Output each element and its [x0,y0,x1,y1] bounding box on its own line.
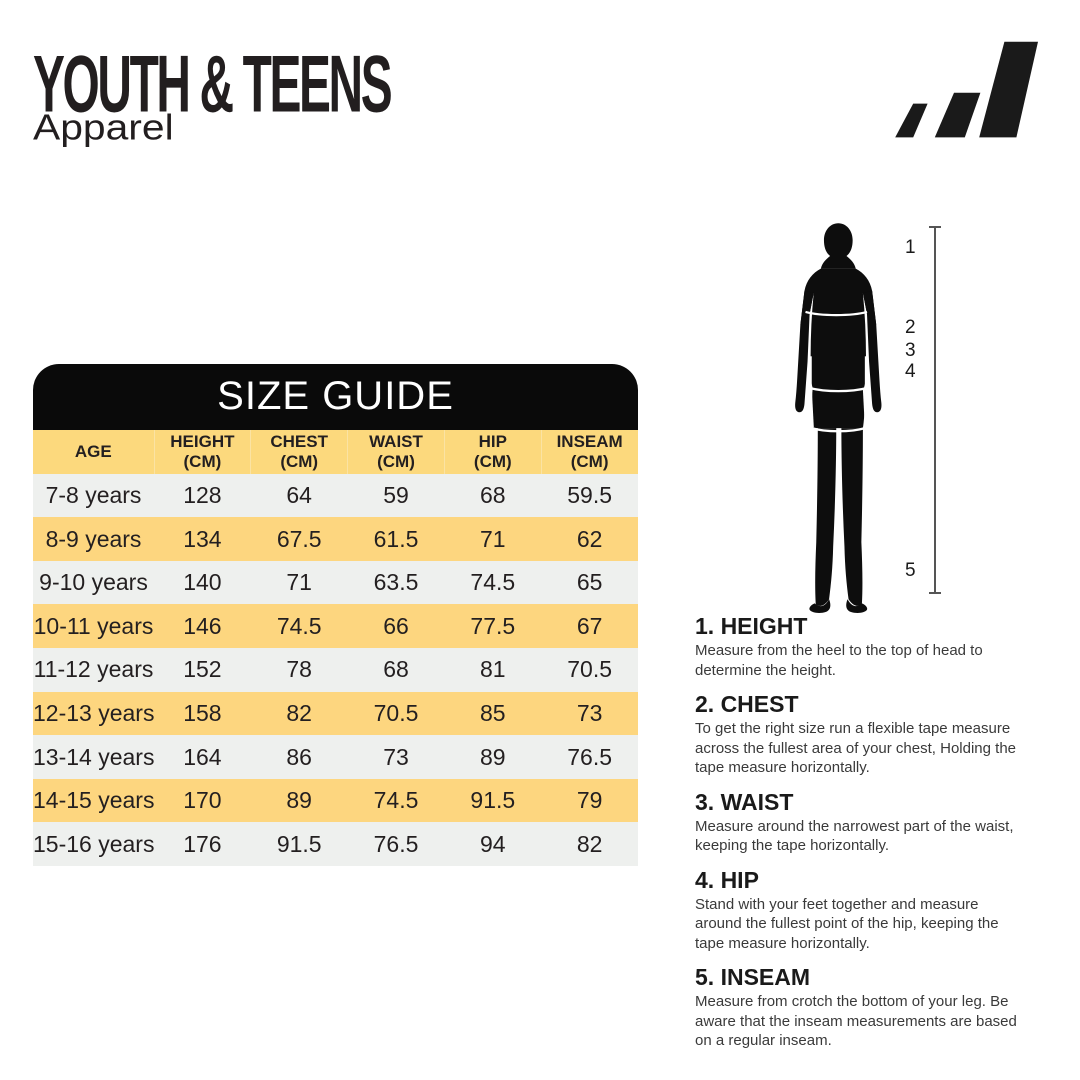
svg-text:2: 2 [905,317,916,338]
svg-text:1: 1 [905,237,916,258]
svg-text:4: 4 [905,361,916,382]
svg-text:5: 5 [905,560,916,581]
svg-text:3: 3 [905,340,916,361]
